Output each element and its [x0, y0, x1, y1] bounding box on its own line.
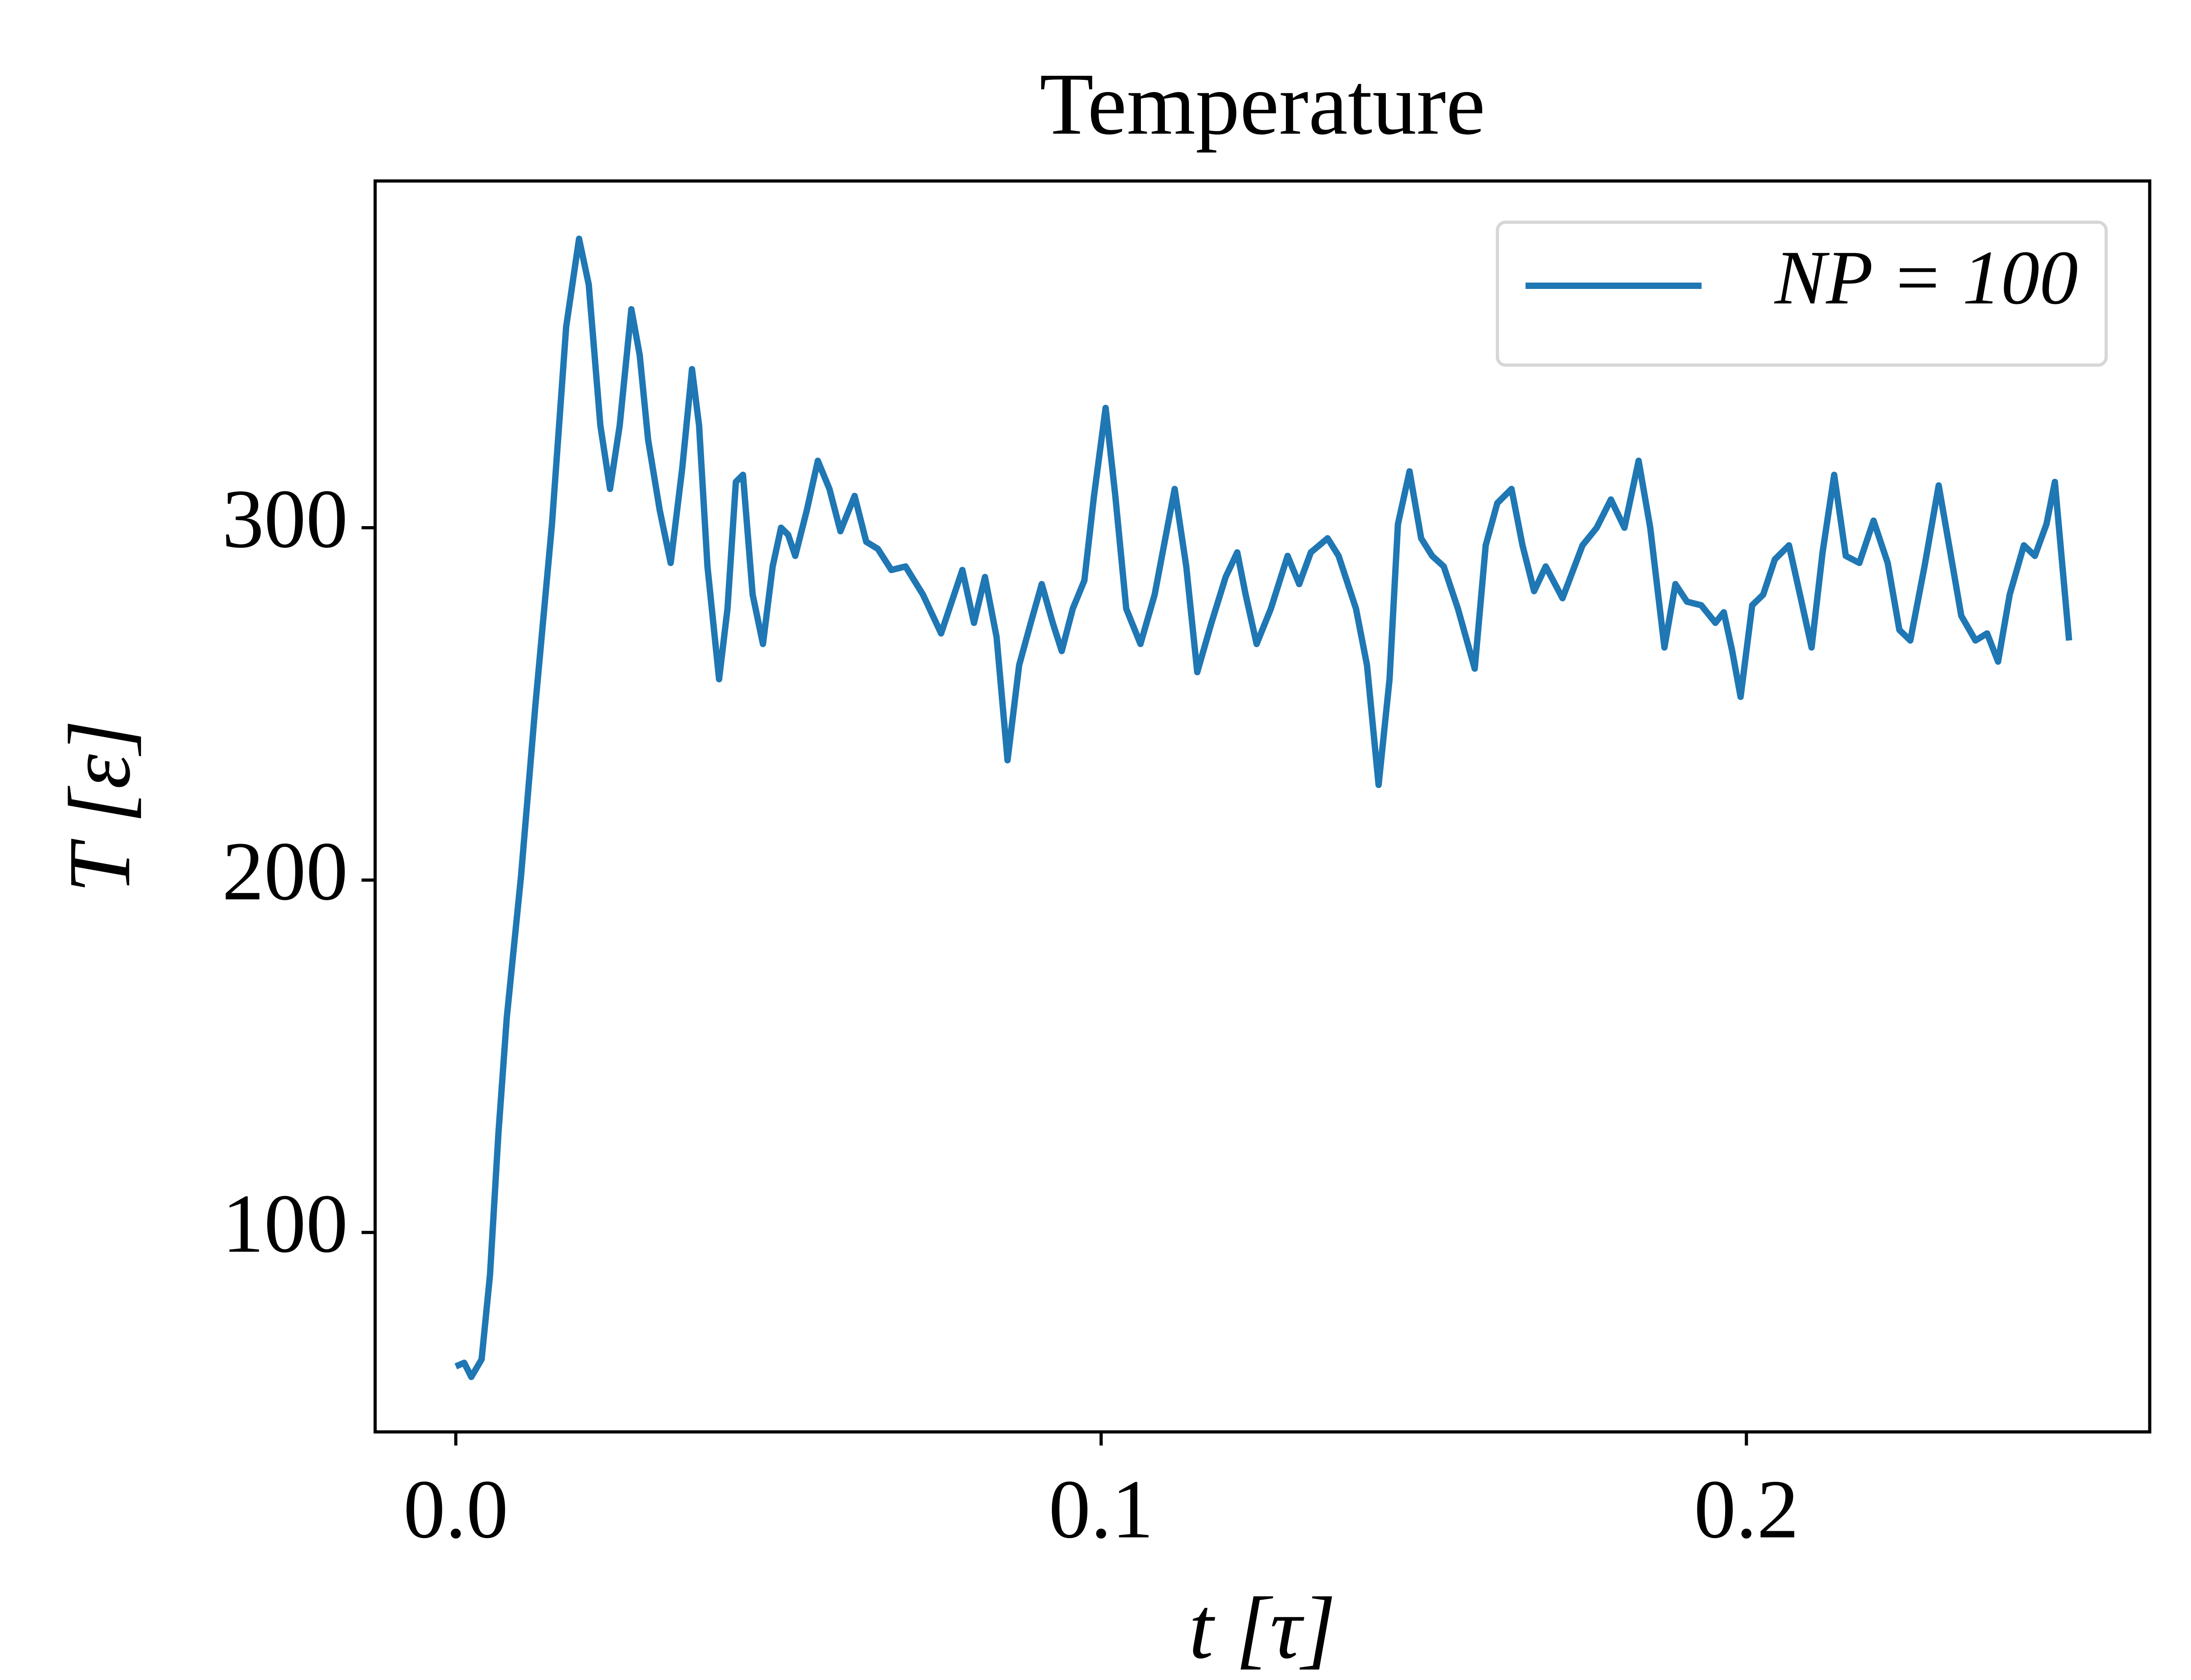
- plot-frame: [373, 179, 2152, 1434]
- y-axis-label: T [ε]: [51, 720, 149, 893]
- legend-label: NP = 100: [1774, 235, 2078, 320]
- x-tick-label: 0.0: [403, 1463, 508, 1556]
- chart-title: Temperature: [1040, 55, 1485, 153]
- x-tick-label: 0.2: [1694, 1463, 1799, 1556]
- x-tick-label: 0.1: [1049, 1463, 1154, 1556]
- line: [455, 235, 2073, 1380]
- y-tick-label: 200: [222, 825, 348, 918]
- y-tick-label: 300: [222, 473, 348, 566]
- x-axis-label: t [τ]: [1189, 1579, 1336, 1677]
- legend-box: [1496, 220, 2108, 367]
- y-tick-label: 100: [222, 1177, 348, 1270]
